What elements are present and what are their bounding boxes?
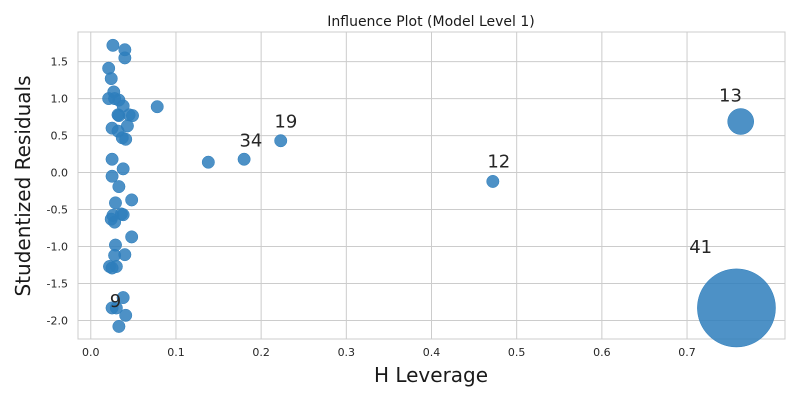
data-point [274,134,288,148]
grid-lines [78,32,785,339]
data-point [109,196,122,210]
point-annotation: 41 [689,237,712,258]
x-tick-label: 0.2 [252,346,270,359]
y-tick-label: 0.5 [51,130,69,143]
data-point [105,169,119,183]
data-point [119,308,133,322]
y-tick-label: -1.5 [47,278,68,291]
data-point [125,193,139,207]
data-point [112,180,126,194]
data-point [109,301,123,315]
point-annotations: 13 19 34 12 41 9 [110,86,742,313]
data-point [727,108,754,135]
x-tick-labels: 0.0 0.1 0.2 0.3 0.4 0.5 0.6 0.7 [82,346,696,359]
data-point [697,268,776,348]
point-annotation: 19 [274,111,297,132]
y-tick-label: -2.0 [47,315,68,328]
data-point [486,174,500,188]
x-tick-label: 0.4 [423,346,441,359]
data-point [125,230,139,244]
chart-title: Influence Plot (Model Level 1) [327,14,535,30]
x-tick-label: 0.7 [678,346,696,359]
scatter-points [102,38,776,348]
data-point [108,215,122,229]
data-point [116,291,130,305]
data-point [112,319,126,333]
data-point [109,260,123,273]
y-tick-label: 1.5 [51,56,69,69]
y-tick-label: -0.5 [47,204,68,217]
y-tick-label: 0.0 [51,167,69,180]
y-tick-label: 1.0 [51,93,69,106]
x-tick-label: 0.6 [593,346,611,359]
x-axis-label: H Leverage [374,363,488,387]
data-point [104,72,118,86]
x-tick-label: 0.3 [338,346,356,359]
data-point [105,152,119,166]
point-annotation: 9 [110,291,121,312]
data-point [119,132,133,146]
x-tick-label: 0.5 [508,346,526,359]
point-annotation: 13 [719,86,742,107]
point-annotation: 34 [239,131,262,152]
data-point [126,109,139,123]
data-point [120,119,134,133]
y-tick-labels: 1.5 1.0 0.5 0.0 -0.5 -1.0 -1.5 -2.0 [47,56,68,328]
data-point [106,38,120,52]
data-point [237,152,251,166]
data-point [201,155,215,169]
data-point [118,51,132,65]
data-point [116,162,130,176]
x-tick-label: 0.1 [167,346,185,359]
data-point [150,100,164,114]
y-axis-label: Studentized Residuals [11,75,35,296]
y-tick-label: -1.0 [47,241,68,254]
x-tick-label: 0.0 [82,346,100,359]
point-annotation: 12 [487,151,510,172]
data-point [118,248,132,262]
